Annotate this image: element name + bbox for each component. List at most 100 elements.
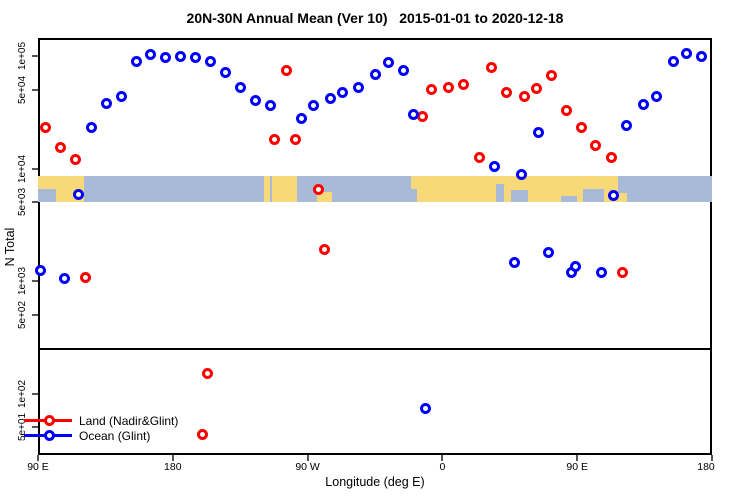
ocean-patch bbox=[560, 195, 578, 203]
data-point bbox=[281, 64, 293, 76]
x-tick-label: 90 E bbox=[27, 461, 49, 473]
x-tick-label: 180 bbox=[164, 461, 182, 473]
data-point bbox=[621, 120, 633, 132]
land-legend-circle-icon bbox=[44, 415, 55, 426]
data-point bbox=[35, 264, 47, 276]
y-tick-mark bbox=[32, 426, 38, 429]
data-point bbox=[72, 188, 84, 200]
legend-label-land: Land (Nadir&Glint) bbox=[79, 413, 179, 428]
data-point bbox=[264, 100, 276, 112]
data-point bbox=[336, 87, 348, 99]
x-tick-mark bbox=[37, 455, 39, 461]
land-segment bbox=[617, 193, 627, 203]
data-point bbox=[318, 244, 330, 256]
y-axis-title: N Total bbox=[3, 227, 17, 267]
data-point bbox=[234, 81, 246, 93]
y-tick-mark bbox=[32, 88, 38, 91]
x-tick-mark bbox=[306, 455, 309, 461]
plot-area bbox=[38, 38, 712, 455]
land-segment bbox=[271, 175, 298, 203]
data-point bbox=[426, 84, 438, 96]
data-point bbox=[69, 154, 81, 166]
data-point bbox=[508, 257, 520, 269]
data-point bbox=[201, 368, 213, 380]
data-point bbox=[324, 92, 336, 104]
data-point bbox=[59, 272, 71, 284]
y-tick-mark bbox=[32, 55, 38, 57]
data-point bbox=[651, 90, 663, 102]
legend-item-ocean: Ocean (Glint) bbox=[24, 428, 178, 443]
data-point bbox=[219, 66, 231, 78]
x-tick-mark bbox=[711, 455, 713, 461]
data-point bbox=[457, 78, 469, 90]
data-point bbox=[144, 48, 156, 60]
y-tick-mark bbox=[32, 167, 38, 170]
data-point bbox=[420, 403, 432, 415]
data-point bbox=[86, 122, 98, 134]
data-point bbox=[312, 184, 324, 196]
data-point bbox=[204, 55, 216, 67]
y-tick-mark bbox=[32, 201, 38, 204]
data-point bbox=[532, 126, 544, 138]
data-point bbox=[369, 69, 381, 81]
ocean-patch bbox=[38, 189, 56, 203]
data-point bbox=[197, 429, 209, 441]
data-point bbox=[296, 112, 308, 124]
data-point bbox=[290, 134, 302, 146]
data-point bbox=[606, 152, 618, 164]
data-point bbox=[570, 260, 582, 272]
legend-label-ocean: Ocean (Glint) bbox=[79, 428, 151, 443]
data-point bbox=[546, 70, 558, 82]
x-tick-label: 180 bbox=[697, 461, 715, 473]
y-tick-label: 5e+02 bbox=[17, 300, 28, 329]
data-point bbox=[417, 110, 429, 122]
ocean-series-symbol bbox=[24, 430, 72, 441]
data-point bbox=[159, 52, 171, 64]
y-tick-label: 5e+03 bbox=[17, 188, 28, 217]
data-point bbox=[589, 140, 601, 152]
land-segment bbox=[410, 175, 417, 190]
x-tick-mark bbox=[441, 455, 444, 461]
land-segment bbox=[264, 175, 271, 203]
y-tick-mark bbox=[32, 392, 38, 395]
land-segment bbox=[316, 191, 332, 203]
y-tick-label: 5e+04 bbox=[17, 75, 28, 104]
data-point bbox=[80, 272, 92, 284]
ocean-patch bbox=[511, 190, 528, 203]
reference-line bbox=[38, 347, 712, 350]
data-point bbox=[442, 82, 454, 94]
data-point bbox=[474, 151, 486, 163]
data-point bbox=[501, 87, 513, 99]
legend-item-land: Land (Nadir&Glint) bbox=[24, 413, 178, 428]
data-point bbox=[116, 90, 128, 102]
y-tick-mark bbox=[32, 313, 38, 316]
chart-title: 20N-30N Annual Mean (Ver 10) 2015-01-01 … bbox=[186, 10, 564, 26]
data-point bbox=[249, 95, 261, 107]
data-point bbox=[519, 90, 531, 102]
x-tick-mark bbox=[576, 455, 579, 461]
data-point bbox=[561, 104, 573, 116]
legend: Land (Nadir&Glint) Ocean (Glint) bbox=[24, 413, 178, 443]
data-point bbox=[543, 246, 555, 258]
data-point bbox=[397, 65, 409, 77]
data-point bbox=[489, 160, 501, 172]
data-point bbox=[576, 122, 588, 134]
data-point bbox=[486, 62, 498, 74]
data-point bbox=[382, 57, 394, 69]
data-point bbox=[308, 100, 320, 112]
ocean-legend-circle-icon bbox=[44, 430, 55, 441]
data-point bbox=[131, 56, 143, 68]
x-axis-title: Longitude (deg E) bbox=[325, 475, 425, 489]
map-band bbox=[38, 175, 712, 203]
data-point bbox=[681, 47, 693, 59]
data-point bbox=[667, 56, 679, 68]
data-point bbox=[269, 134, 281, 146]
data-point bbox=[54, 141, 66, 153]
data-point bbox=[516, 168, 528, 180]
data-point bbox=[616, 266, 628, 278]
x-tick-label: 90 E bbox=[566, 461, 588, 473]
ocean-patch bbox=[583, 189, 605, 203]
data-point bbox=[189, 52, 201, 64]
y-tick-mark bbox=[32, 280, 38, 282]
